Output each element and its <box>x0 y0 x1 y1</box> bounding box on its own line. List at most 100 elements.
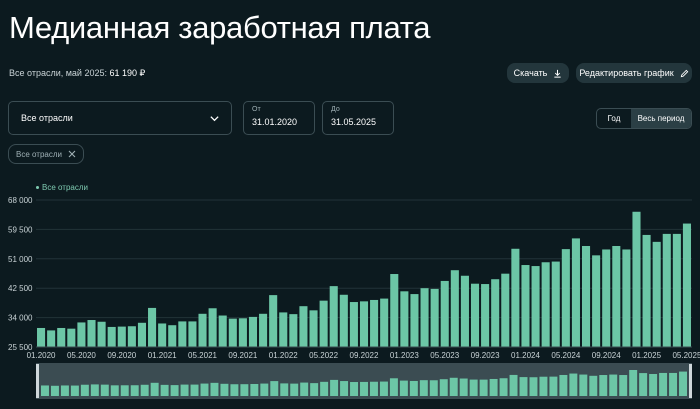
bar[interactable] <box>652 241 661 347</box>
bar[interactable] <box>77 322 86 347</box>
navigator-bar <box>40 385 49 396</box>
bar[interactable] <box>188 321 197 347</box>
navigator-bar <box>250 383 259 396</box>
bar[interactable] <box>228 318 237 347</box>
chart-legend: Все отрасли <box>36 183 88 192</box>
bar[interactable] <box>178 321 187 347</box>
period-option-year[interactable]: Год <box>607 114 621 123</box>
bar[interactable] <box>158 323 167 347</box>
navigator-bar <box>260 383 269 396</box>
bar[interactable] <box>47 330 56 347</box>
bar[interactable] <box>269 295 278 347</box>
bar[interactable] <box>218 315 227 347</box>
navigator-bar <box>549 376 558 396</box>
bar[interactable] <box>400 291 409 347</box>
navigator-bar <box>320 381 329 396</box>
x-tick-label: 09.2022 <box>350 351 379 360</box>
bar[interactable] <box>612 246 621 347</box>
bar[interactable] <box>208 308 217 347</box>
y-tick-label: 59 500 <box>8 225 33 234</box>
navigator-bar <box>280 383 289 396</box>
bar[interactable] <box>501 273 510 347</box>
bar[interactable] <box>390 274 399 347</box>
bar[interactable] <box>137 322 147 347</box>
bar[interactable] <box>662 233 671 347</box>
bar[interactable] <box>410 294 419 347</box>
bar[interactable] <box>511 248 520 347</box>
period-option-all[interactable]: Весь период <box>631 109 691 128</box>
bar[interactable] <box>148 307 157 347</box>
x-tick-label: 09.2024 <box>592 351 621 360</box>
bar[interactable] <box>622 249 631 347</box>
bar[interactable] <box>87 320 96 347</box>
download-button[interactable]: Скачать <box>507 63 569 83</box>
bar[interactable] <box>37 327 46 347</box>
bar[interactable] <box>198 313 207 347</box>
bar[interactable] <box>279 312 288 347</box>
bar[interactable] <box>541 262 550 347</box>
bar[interactable] <box>581 246 591 347</box>
bar[interactable] <box>359 301 369 347</box>
y-tick-label: 42 500 <box>8 284 33 293</box>
x-tick-label: 05.2024 <box>551 351 580 360</box>
bar[interactable] <box>259 313 268 347</box>
bar[interactable] <box>440 280 449 347</box>
bar[interactable] <box>97 321 106 347</box>
bar[interactable] <box>682 223 691 347</box>
bar[interactable] <box>470 283 480 347</box>
bar[interactable] <box>289 314 298 347</box>
bar[interactable] <box>592 255 601 347</box>
bar[interactable] <box>460 275 469 347</box>
x-tick-label: 05.2025 <box>672 351 700 360</box>
bar[interactable] <box>450 270 459 347</box>
bar[interactable] <box>531 266 540 347</box>
bar[interactable] <box>238 318 247 347</box>
x-tick-label: 09.2023 <box>471 351 500 360</box>
date-to-field[interactable]: До 31.05.2025 <box>322 101 394 135</box>
bar[interactable] <box>248 316 258 347</box>
bar[interactable] <box>319 300 328 347</box>
bar[interactable] <box>642 234 651 347</box>
bar[interactable] <box>107 326 116 347</box>
navigator-bar <box>360 381 368 396</box>
close-icon[interactable] <box>68 150 76 158</box>
bar[interactable] <box>571 238 580 347</box>
x-tick-label: 05.2023 <box>430 351 459 360</box>
date-from-field[interactable]: От 31.01.2020 <box>243 101 315 135</box>
bar[interactable] <box>299 306 308 347</box>
bar[interactable] <box>349 302 358 347</box>
date-to-label: До <box>331 106 340 113</box>
bar[interactable] <box>67 328 76 347</box>
bar[interactable] <box>57 327 66 347</box>
page-title: Медианная заработная плата <box>9 10 431 45</box>
bar[interactable] <box>491 279 500 347</box>
navigator-bar <box>509 374 518 396</box>
navigator-bar <box>70 385 79 396</box>
navigator-handle-left[interactable] <box>36 364 39 398</box>
bar[interactable] <box>127 326 136 347</box>
bar[interactable] <box>430 288 439 347</box>
bar[interactable] <box>672 233 681 347</box>
bar[interactable] <box>117 326 126 347</box>
navigator-handle-right[interactable] <box>689 364 692 398</box>
bar[interactable] <box>370 299 379 347</box>
bar[interactable] <box>632 211 641 347</box>
bar[interactable] <box>309 310 318 347</box>
bar[interactable] <box>420 288 429 347</box>
bar[interactable] <box>481 284 490 347</box>
bar[interactable] <box>380 298 389 347</box>
industry-select[interactable]: Все отрасли <box>8 101 232 135</box>
range-navigator[interactable] <box>36 363 692 399</box>
navigator-bar <box>459 378 468 396</box>
edit-chart-button[interactable]: Редактировать график <box>576 63 692 83</box>
navigator-bar <box>469 379 478 396</box>
navigator-bar <box>629 370 638 396</box>
bar[interactable] <box>339 294 348 347</box>
bar[interactable] <box>521 265 530 347</box>
navigator-bar <box>100 384 109 396</box>
bar[interactable] <box>551 261 560 347</box>
bar[interactable] <box>561 249 570 347</box>
bar[interactable] <box>168 325 177 347</box>
bar[interactable] <box>602 249 611 347</box>
bar[interactable] <box>329 286 338 347</box>
